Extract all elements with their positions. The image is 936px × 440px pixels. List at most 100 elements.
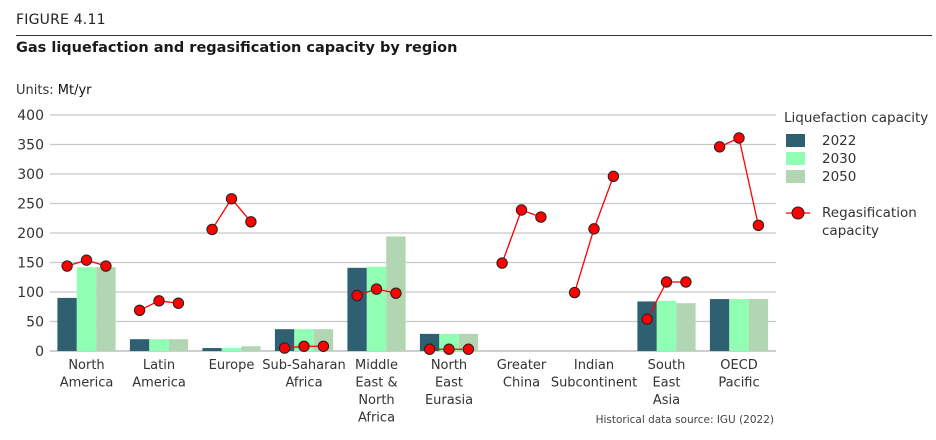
- regas-point-2-2: [245, 216, 257, 228]
- bar-2030-0: [76, 267, 97, 351]
- y-tick-label-0: 0: [35, 344, 44, 360]
- regas-point-2-1: [225, 193, 238, 205]
- category-label-2-0: Europe: [209, 358, 255, 373]
- regas-point-4-2: [390, 287, 402, 299]
- legend-regas-line1: Regasification: [822, 205, 917, 221]
- bars: [57, 236, 769, 351]
- y-tick-label-200: 200: [17, 226, 44, 242]
- category-label-3-1: Africa: [285, 376, 322, 391]
- bar-2050-2: [241, 346, 261, 351]
- regas-point-1-0: [133, 304, 146, 316]
- units-prefix: Units:: [16, 83, 54, 98]
- category-label-1-1: America: [132, 376, 186, 391]
- source-note: Historical data source: IGU (2022): [595, 414, 774, 426]
- regas-point-6-2: [535, 211, 547, 223]
- title-divider: [16, 35, 932, 36]
- legend-label-2050: 2050: [822, 169, 857, 185]
- category-label-4-3: Africa: [358, 411, 395, 426]
- bar-2022-9: [709, 299, 730, 351]
- regas-point-5-1: [443, 343, 455, 355]
- y-tick-label-250: 250: [17, 197, 44, 213]
- category-label-8-0: South: [648, 358, 686, 373]
- legend-title: Liquefaction capacity: [784, 110, 929, 126]
- bar-2022-1: [129, 339, 150, 351]
- legend-marker-regasification-icon: [786, 206, 810, 220]
- regas-point-0-2: [100, 260, 112, 272]
- regas-point-4-1: [370, 283, 383, 295]
- legend-label-2030: 2030: [822, 151, 857, 167]
- regas-point-0-0: [61, 260, 73, 272]
- regas-point-2-0: [206, 223, 218, 236]
- bar-2030-4: [366, 266, 387, 351]
- category-label-7-0: Indian: [574, 358, 614, 373]
- bar-2022-0: [57, 297, 77, 351]
- regasification-series: [61, 132, 765, 355]
- category-label-5-2: Eurasia: [425, 393, 473, 408]
- regas-point-6-1: [515, 204, 528, 216]
- units-value: Mt/yr: [57, 83, 92, 98]
- regas-point-8-0: [641, 313, 653, 325]
- regas-point-9-1: [733, 132, 745, 144]
- bar-2022-8: [637, 301, 657, 351]
- y-axis-ticks: 0 50 100 150 200 250 300 350 400: [17, 108, 44, 360]
- regas-point-3-2: [317, 340, 330, 352]
- regas-point-5-0: [423, 343, 436, 355]
- category-label-5-1: East: [435, 376, 463, 391]
- bar-2030-2: [221, 348, 242, 351]
- gridlines: [50, 114, 776, 352]
- category-label-6-0: Greater: [497, 358, 547, 373]
- chart-title: Gas liquefaction and regasification capa…: [16, 40, 458, 56]
- regas-point-9-2: [752, 219, 765, 232]
- regas-point-4-0: [351, 289, 363, 302]
- legend-regas-line2: capacity: [822, 223, 879, 239]
- regas-point-1-1: [153, 295, 165, 307]
- bar-2030-9: [729, 299, 749, 351]
- category-label-7-1: Subcontinent: [551, 376, 637, 391]
- y-tick-label-400: 400: [17, 108, 44, 124]
- y-tick-label-350: 350: [17, 138, 44, 154]
- regas-point-6-0: [496, 257, 508, 269]
- regas-point-8-1: [660, 276, 673, 288]
- regas-point-3-0: [278, 342, 291, 354]
- bar-2050-9: [748, 299, 769, 351]
- bar-2030-1: [149, 339, 169, 351]
- legend-swatch-2050: [786, 170, 805, 183]
- legend-label-2022: 2022: [822, 133, 857, 149]
- category-label-0-0: North: [68, 358, 104, 373]
- category-label-0-1: America: [60, 376, 114, 391]
- category-label-9-1: Pacific: [718, 376, 759, 391]
- figure-label: FIGURE 4.11: [16, 12, 106, 28]
- y-tick-label-50: 50: [26, 315, 44, 331]
- category-label-9-0: OECD: [720, 358, 758, 373]
- regas-point-1-2: [172, 297, 185, 309]
- regas-point-0-1: [80, 254, 93, 266]
- legend-label-regasification: Regasification capacity: [822, 204, 932, 240]
- regas-line-6: [501, 209, 542, 264]
- y-tick-label-150: 150: [17, 256, 44, 272]
- y-tick-label-300: 300: [17, 167, 44, 183]
- bar-2050-0: [96, 267, 116, 351]
- bar-2022-4: [347, 267, 367, 351]
- bar-2050-8: [676, 303, 696, 351]
- regas-point-3-1: [298, 340, 310, 352]
- bar-2030-8: [656, 300, 677, 351]
- regas-point-7-0: [568, 286, 581, 299]
- category-label-1-0: Latin: [143, 358, 175, 373]
- category-label-8-1: East: [652, 376, 680, 391]
- bar-2050-1: [168, 339, 189, 351]
- category-label-8-2: Asia: [653, 393, 680, 408]
- legend-swatch-2030: [786, 152, 805, 165]
- y-tick-label-100: 100: [17, 285, 44, 301]
- units-label: Units: Mt/yr: [16, 83, 92, 98]
- regas-point-8-2: [680, 276, 692, 288]
- category-label-4-1: East &: [355, 376, 397, 391]
- bar-2022-2: [202, 348, 222, 351]
- x-axis-categories: North America Latin America Europe Sub-Sahara…: [60, 358, 760, 426]
- regas-point-9-0: [713, 141, 726, 153]
- category-label-5-0: North: [431, 358, 467, 373]
- category-label-4-0: Middle: [355, 358, 398, 373]
- legend-swatch-2022: [786, 134, 805, 147]
- category-label-3-0: Sub-Saharan: [262, 358, 345, 373]
- regas-point-7-1: [588, 223, 600, 235]
